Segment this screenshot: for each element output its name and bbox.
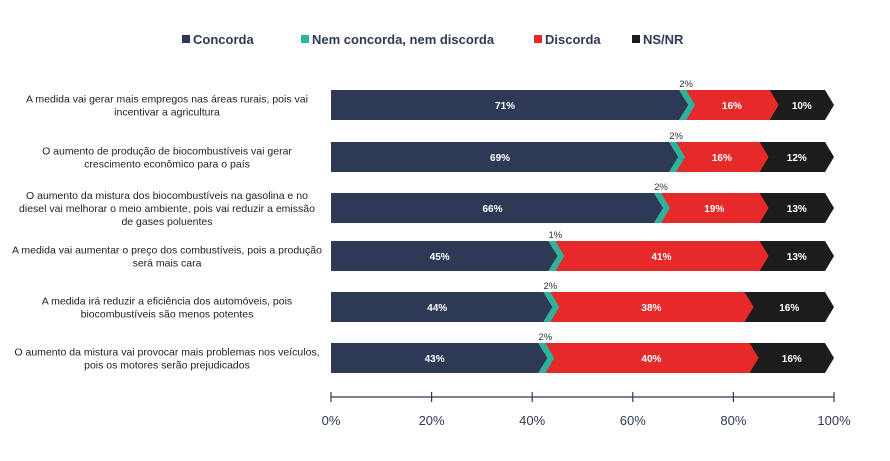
legend-swatch-0 <box>182 35 190 43</box>
bar-segment-concorda <box>331 142 679 172</box>
bar-segment-concorda <box>331 292 553 322</box>
bar-segment-neutro <box>679 90 696 120</box>
bar-segment-nsnr <box>749 343 834 373</box>
legend-label-2: Discorda <box>545 32 601 47</box>
category-label: crescimento econômico para o país <box>84 159 250 171</box>
data-label-neutro: 2% <box>679 79 693 90</box>
data-label-discorda: 41% <box>651 252 671 263</box>
data-label-concorda: 43% <box>425 354 445 365</box>
x-tick-label: 20% <box>419 413 445 428</box>
data-label-concorda: 45% <box>430 252 450 263</box>
bar-segment-nsnr <box>759 193 834 223</box>
bar-row: 43% 2% 40% 16% <box>331 332 834 373</box>
category-label: de gases poluentes <box>121 216 212 228</box>
bar-segment-discorda <box>659 193 769 223</box>
data-label-nsnr: 16% <box>779 303 799 314</box>
legend: Concorda Nem concorda, nem discorda Discor… <box>182 32 684 47</box>
data-label-neutro: 2% <box>669 131 683 142</box>
data-label-neutro: 1% <box>548 230 562 241</box>
legend-label-3: NS/NR <box>643 32 684 47</box>
bar-segment-nsnr <box>769 90 834 120</box>
bar-row: 44% 2% 38% 16% <box>331 281 834 322</box>
legend-label-1: Nem concorda, nem discorda <box>312 32 495 47</box>
category-label: O aumento da mistura dos biocombustíveis… <box>26 190 308 202</box>
x-axis: 0% 20% 40% 60% 80% 100% <box>322 392 851 428</box>
bar-segment-concorda <box>331 241 558 271</box>
data-label-nsnr: 16% <box>782 354 802 365</box>
bar-segment-neutro <box>548 241 565 271</box>
data-label-nsnr: 13% <box>787 252 807 263</box>
category-label: A medida vai aumentar o preço dos combus… <box>12 245 322 257</box>
x-tick-label: 100% <box>817 413 851 428</box>
data-label-discorda: 19% <box>704 204 724 215</box>
data-label-discorda: 16% <box>712 153 732 164</box>
data-label-nsnr: 13% <box>787 204 807 215</box>
data-label-neutro: 2% <box>543 281 557 292</box>
data-label-neutro: 2% <box>654 182 668 193</box>
category-label: pois os motores serão prejudicados <box>84 360 250 372</box>
category-label: O aumento da mistura vai provocar mais p… <box>14 347 319 359</box>
bar-segment-concorda <box>331 343 548 373</box>
category-labels: A medida vai gerar mais empregos nas áre… <box>12 94 322 372</box>
legend-swatch-2 <box>534 35 542 43</box>
bar-segment-neutro <box>669 142 686 172</box>
bar-segment-nsnr <box>744 292 834 322</box>
bar-row: 66% 2% 19% 13% <box>331 182 834 223</box>
data-label-discorda: 38% <box>641 303 661 314</box>
legend-label-0: Concorda <box>193 32 254 47</box>
bar-segment-neutro <box>543 292 560 322</box>
x-tick-label: 40% <box>519 413 545 428</box>
data-label-concorda: 66% <box>482 204 502 215</box>
bar-segment-neutro <box>538 343 555 373</box>
bar-segment-discorda <box>549 292 754 322</box>
bar-segment-nsnr <box>759 241 834 271</box>
data-label-nsnr: 12% <box>787 153 807 164</box>
legend-swatch-3 <box>632 35 640 43</box>
legend-swatch-1 <box>301 35 309 43</box>
bar-segment-neutro <box>653 193 670 223</box>
bar-row: 45% 1% 41% 13% <box>331 230 834 271</box>
bar-segment-nsnr <box>759 142 834 172</box>
category-label: incentivar a agricultura <box>114 107 220 119</box>
data-label-concorda: 69% <box>490 153 510 164</box>
bar-segment-discorda <box>544 343 759 373</box>
bar-segment-concorda <box>331 193 663 223</box>
category-label: O aumento de produção de biocombustíveis… <box>42 146 292 158</box>
x-tick-label: 80% <box>720 413 746 428</box>
bar-segment-discorda <box>675 142 769 172</box>
x-tick-label: 0% <box>322 413 341 428</box>
category-label: diesel vai melhorar o meio ambiente, poi… <box>19 203 315 215</box>
x-tick-label: 60% <box>620 413 646 428</box>
data-label-neutro: 2% <box>538 332 552 343</box>
bars: 71% 2% 16% 10% 69% 2% 16% 12% 66% 2% 19% 13% 45% 1% 41… <box>331 79 834 373</box>
data-label-nsnr: 10% <box>792 101 812 112</box>
data-label-discorda: 16% <box>722 101 742 112</box>
data-label-discorda: 40% <box>641 354 661 365</box>
bar-segment-concorda <box>331 90 689 120</box>
data-label-concorda: 71% <box>495 101 515 112</box>
category-label: biocombustíveis são menos potentes <box>81 309 254 321</box>
bar-row: 71% 2% 16% 10% <box>331 79 834 120</box>
bar-segment-discorda <box>554 241 769 271</box>
category-label: A medida irá reduzir a eficiência dos au… <box>42 296 292 308</box>
category-label: será mais cara <box>133 258 202 270</box>
bar-segment-discorda <box>685 90 779 120</box>
category-label: A medida vai gerar mais empregos nas áre… <box>26 94 308 106</box>
bar-row: 69% 2% 16% 12% <box>331 131 834 172</box>
data-label-concorda: 44% <box>427 303 447 314</box>
